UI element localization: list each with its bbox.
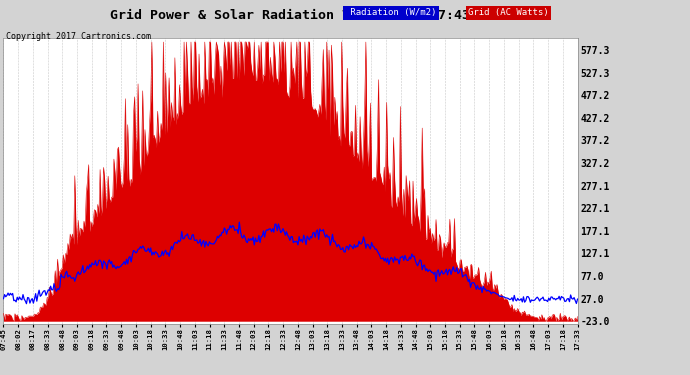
Text: Grid (AC Watts): Grid (AC Watts): [468, 8, 549, 17]
Text: Grid Power & Solar Radiation Tue Oct 24 17:43: Grid Power & Solar Radiation Tue Oct 24 …: [110, 9, 470, 22]
Text: Radiation (W/m2): Radiation (W/m2): [345, 8, 436, 17]
Text: Copyright 2017 Cartronics.com: Copyright 2017 Cartronics.com: [6, 32, 150, 41]
